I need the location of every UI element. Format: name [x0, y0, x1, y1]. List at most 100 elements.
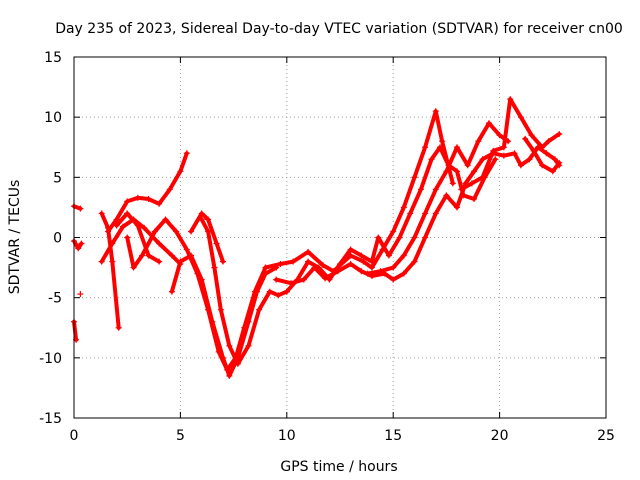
data-point	[492, 156, 499, 163]
data-point	[528, 132, 535, 139]
data-point	[234, 360, 241, 367]
series-trace-13	[263, 109, 455, 274]
data-point	[422, 234, 429, 241]
data-point	[290, 258, 297, 265]
data-point	[245, 342, 252, 349]
data-point	[141, 224, 148, 231]
chart-title: Day 235 of 2023, Sidereal Day-to-day VTE…	[55, 21, 623, 37]
data-point	[183, 150, 190, 157]
data-point	[145, 252, 152, 259]
data-point	[288, 280, 295, 287]
data-point	[124, 210, 131, 217]
y-tick-label: -10	[39, 351, 62, 367]
series-trace-9	[125, 217, 268, 372]
data-point	[347, 246, 354, 253]
data-point	[211, 264, 218, 271]
data-point	[549, 168, 556, 175]
data-point	[300, 276, 307, 283]
data-point	[119, 223, 126, 230]
data-point	[375, 234, 382, 241]
data-point	[254, 288, 261, 295]
x-tick-label: 20	[491, 428, 509, 444]
data-point	[322, 275, 329, 282]
data-point	[156, 240, 163, 247]
data-point	[539, 144, 546, 151]
data-point	[98, 258, 105, 265]
data-point	[496, 132, 503, 139]
series-trace-14	[284, 145, 498, 294]
data-point	[334, 268, 341, 275]
data-point	[311, 264, 318, 271]
x-tick-label: 5	[176, 428, 185, 444]
data-point	[556, 131, 563, 138]
data-point	[479, 156, 486, 163]
data-point	[400, 252, 407, 259]
data-point	[556, 159, 563, 166]
data-point	[273, 276, 280, 283]
data-point	[364, 270, 371, 277]
data-point	[500, 152, 507, 159]
data-point	[134, 194, 141, 201]
data-point	[277, 260, 284, 267]
data-point	[511, 150, 518, 157]
data-plot-area	[71, 96, 563, 379]
data-point	[319, 262, 326, 269]
data-point	[449, 180, 456, 187]
data-point	[500, 144, 507, 151]
x-axis-label: GPS time / hours	[280, 459, 397, 475]
data-point	[205, 216, 212, 223]
data-point	[217, 306, 224, 313]
data-point	[168, 252, 175, 259]
data-point	[545, 138, 552, 145]
data-point	[198, 210, 205, 217]
data-point	[407, 210, 414, 217]
data-point	[168, 288, 175, 295]
y-tick-label: -5	[48, 291, 62, 307]
data-point	[177, 258, 184, 265]
data-point	[485, 120, 492, 127]
data-point	[368, 264, 375, 271]
data-point	[219, 258, 226, 265]
data-point	[417, 186, 424, 193]
data-point	[551, 156, 558, 163]
data-point	[400, 204, 407, 211]
data-point	[213, 240, 220, 247]
data-point	[443, 168, 450, 175]
data-point	[113, 222, 120, 229]
data-point	[522, 135, 529, 142]
data-point	[396, 234, 403, 241]
data-point	[454, 144, 461, 151]
data-point	[377, 268, 384, 275]
data-point	[124, 198, 131, 205]
data-point	[139, 252, 146, 259]
data-point	[390, 264, 397, 271]
data-point	[471, 168, 478, 175]
data-point	[347, 260, 354, 267]
data-point	[507, 96, 514, 103]
data-point	[219, 354, 226, 361]
data-point	[471, 195, 478, 202]
data-point	[368, 258, 375, 265]
data-point	[177, 168, 184, 175]
x-tick-label: 25	[597, 428, 615, 444]
data-point	[432, 186, 439, 193]
data-point	[390, 276, 397, 283]
data-point	[305, 248, 312, 255]
data-point	[109, 240, 116, 247]
data-point	[162, 216, 169, 223]
data-point	[113, 216, 120, 223]
data-point	[464, 162, 471, 169]
data-point	[226, 342, 233, 349]
data-point	[145, 195, 152, 202]
x-tick-label: 15	[384, 428, 402, 444]
data-point	[437, 144, 444, 151]
data-point	[205, 228, 212, 235]
data-point	[173, 228, 180, 235]
data-point	[124, 234, 131, 241]
data-point	[526, 156, 533, 163]
series-trace-10	[169, 253, 279, 378]
data-point	[209, 318, 216, 325]
data-point	[360, 258, 367, 265]
data-point	[411, 174, 418, 181]
data-point	[198, 276, 205, 283]
